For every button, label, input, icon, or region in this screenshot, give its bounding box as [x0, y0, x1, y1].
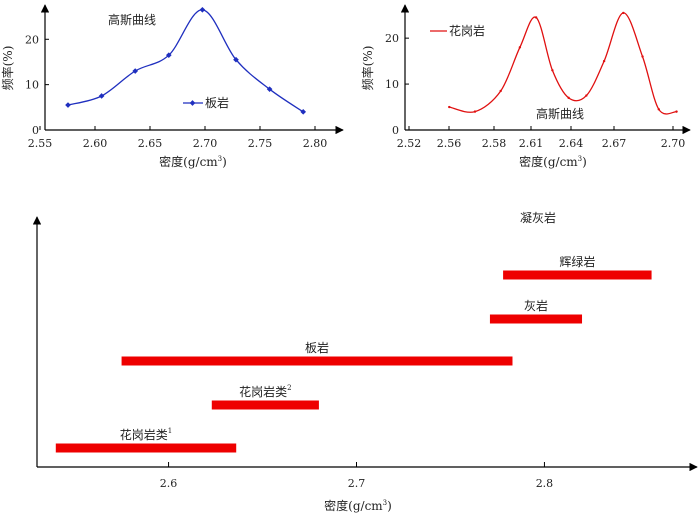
chart2-data-point [518, 46, 522, 49]
chart1-x-tick-label: 2.60 [83, 137, 108, 150]
chart1-y-tick-label: 10 [25, 79, 39, 92]
chart2-y-tick-label: 20 [385, 32, 399, 45]
chart2-data-point [622, 11, 625, 15]
range-bar-2 [121, 356, 513, 366]
chart2-x-tick-label: 2.64 [559, 137, 584, 150]
chart1-x-tick-label: 2.55 [28, 137, 53, 150]
chart-slate-density: 2.55 2.60 2.65 2.70 2.75 2.80 0 10 20 高斯曲线 板岩 频… [0, 4, 344, 169]
chart2-data-point [567, 96, 570, 100]
range-bar-label-1: 灰岩 [524, 298, 548, 313]
chart1-y-tick-label: 0 [32, 124, 39, 137]
chart3-x-tick-label: 2.6 [160, 477, 178, 490]
chart1-ylabel: 频率(%) [0, 46, 15, 91]
chart3-title: 凝灰岩 [520, 210, 556, 225]
chart2-legend-label: 花岗岩 [449, 23, 485, 38]
chart1-legend-marker [189, 100, 196, 106]
range-bar-label-4: 花岗岩类1 [120, 427, 172, 442]
chart2-x-tick-label: 2.52 [397, 137, 422, 150]
chart1-annotation: 高斯曲线 [108, 12, 156, 27]
chart2-ylabel: 频率(%) [360, 46, 375, 91]
chart1-legend-label: 板岩 [205, 95, 229, 110]
chart1-data-point [98, 93, 105, 99]
chart3-xlabel: 密度(g/cm3) [324, 498, 392, 513]
chart2-data-point [675, 110, 678, 113]
chart2-data-point [602, 59, 606, 63]
chart1-data-point [199, 6, 206, 13]
chart2-data-point [657, 108, 660, 111]
chart2-data-point [641, 55, 644, 58]
chart1-data-point [266, 86, 273, 93]
range-bar-label-2: 板岩 [305, 340, 329, 355]
chart1-xlabel: 密度(g/cm3) [159, 154, 227, 169]
chart1-x-tick-label: 2.80 [303, 137, 328, 150]
range-bar-3 [211, 400, 319, 410]
range-bar-0 [503, 270, 652, 280]
chart2-x-tick-label: 2.58 [482, 137, 507, 150]
chart2-x-tick-label: 2.67 [602, 137, 627, 150]
chart2-data-point [585, 94, 588, 97]
chart2-data-point [534, 16, 538, 19]
chart1-data-point [132, 68, 139, 74]
chart1-x-tick-label: 2.65 [138, 137, 163, 150]
chart1-data-point [65, 102, 71, 108]
chart2-x-tick-label: 2.70 [661, 137, 686, 150]
chart2-xlabel: 密度(g/cm3) [519, 154, 587, 169]
chart2-x-tick-label: 2.56 [437, 137, 462, 150]
chart2-data-point [551, 69, 554, 72]
range-bar-4 [55, 443, 237, 453]
chart1-series-line [67, 9, 304, 113]
range-bar-label-0: 辉绿岩 [559, 254, 595, 269]
chart1-y-tick-label: 20 [25, 33, 39, 46]
chart2-y-tick-label: 0 [392, 124, 399, 137]
chart2-data-point [448, 105, 451, 109]
range-bar-label-3: 花岗岩类2 [239, 384, 291, 399]
chart2-y-tick-label: 10 [385, 78, 399, 91]
chart2-annotation: 高斯曲线 [536, 106, 584, 121]
chart1-x-tick-label: 2.75 [248, 137, 273, 150]
chart2-data-point [499, 89, 502, 93]
chart-granite-density: 2.52 2.56 2.58 2.61 2.64 2.67 2.70 0 10 20 花岗岩 高… [360, 4, 691, 169]
chart2-data-point [473, 110, 477, 113]
chart2-x-tick-label: 2.61 [519, 137, 544, 150]
chart3-x-tick-label: 2.8 [536, 477, 554, 490]
range-bar-1 [489, 314, 583, 324]
chart3-x-tick-label: 2.7 [348, 477, 366, 490]
chart1-x-tick-label: 2.70 [193, 137, 218, 150]
chart1-data-point [300, 109, 307, 115]
